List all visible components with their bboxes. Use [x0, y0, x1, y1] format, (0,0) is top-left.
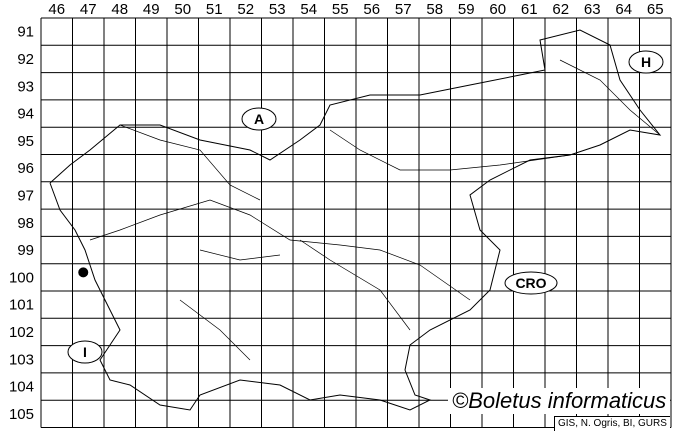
- column-label: 47: [80, 1, 97, 18]
- country-label-ellipse: [504, 271, 558, 295]
- river: [559, 59, 661, 136]
- river: [329, 129, 571, 171]
- column-label: 63: [584, 1, 601, 18]
- row-label: 102: [9, 324, 34, 341]
- row-label: 97: [17, 187, 34, 204]
- country-label-ellipse: [628, 50, 664, 74]
- column-label: 54: [300, 1, 317, 18]
- country-border: [49, 29, 662, 411]
- row-label: 104: [9, 379, 34, 396]
- column-label: 51: [206, 1, 223, 18]
- column-label: 62: [552, 1, 569, 18]
- column-label: 59: [458, 1, 475, 18]
- column-label: 50: [174, 1, 191, 18]
- column-label: 55: [332, 1, 349, 18]
- river: [179, 299, 251, 361]
- copyright-label: ©Boletus informaticus: [448, 388, 671, 414]
- column-label: 60: [489, 1, 506, 18]
- column-label: 57: [395, 1, 412, 18]
- country-label-austria: A: [254, 111, 264, 127]
- river: [89, 199, 471, 301]
- column-label: 53: [269, 1, 286, 18]
- column-label: 48: [111, 1, 128, 18]
- row-label: 93: [17, 78, 34, 95]
- row-label: 94: [17, 106, 34, 123]
- river: [119, 124, 261, 201]
- country-label-italy: I: [83, 344, 87, 360]
- country-label-ellipse: [67, 340, 103, 364]
- column-label: 65: [647, 1, 664, 18]
- country-label-hungary: H: [641, 54, 651, 70]
- row-label: 96: [17, 160, 34, 177]
- column-label: 61: [521, 1, 538, 18]
- country-label-croatia: CRO: [515, 275, 546, 291]
- row-label: 95: [17, 133, 34, 150]
- country-label-ellipse: [241, 107, 277, 131]
- row-label: 98: [17, 215, 34, 232]
- row-label: 103: [9, 351, 34, 368]
- column-label: 64: [615, 1, 632, 18]
- row-label: 101: [9, 297, 34, 314]
- row-label: 99: [17, 242, 34, 259]
- row-label: 100: [9, 269, 34, 286]
- column-label: 52: [237, 1, 254, 18]
- row-label: 91: [17, 24, 34, 41]
- credit-label: GIS, N. Ogris, BI, GURS: [554, 416, 670, 431]
- column-label: 58: [426, 1, 443, 18]
- river: [199, 249, 281, 261]
- row-label: 92: [17, 51, 34, 68]
- column-label: 46: [48, 1, 65, 18]
- river: [299, 239, 411, 331]
- record-dot: [78, 267, 89, 278]
- column-label: 56: [363, 1, 380, 18]
- row-label: 105: [9, 406, 34, 423]
- column-label: 49: [143, 1, 160, 18]
